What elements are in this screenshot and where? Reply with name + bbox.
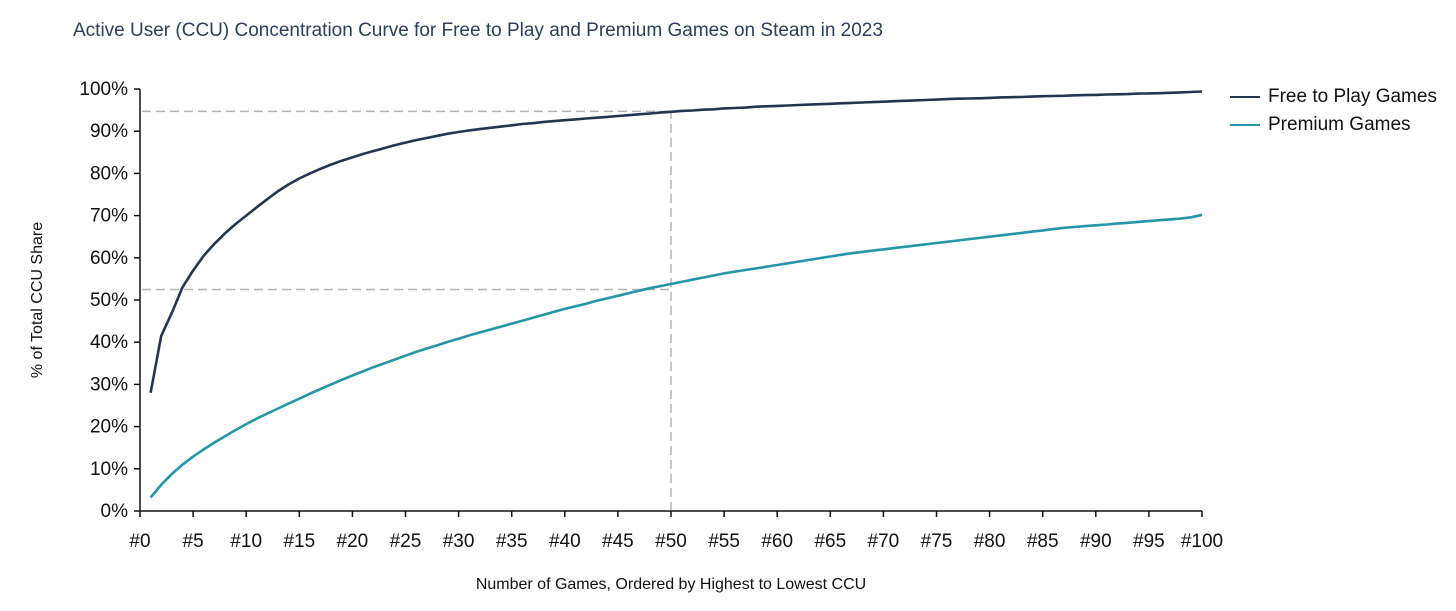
- y-tick-label: 100%: [79, 79, 128, 100]
- x-tick-label: #35: [496, 531, 528, 552]
- y-axis-title: % of Total CCU Share: [29, 222, 46, 378]
- legend-item-premium: Premium Games: [1230, 111, 1437, 139]
- x-tick-label: #30: [443, 531, 475, 552]
- y-tick-label: 50%: [90, 290, 128, 311]
- x-tick-label: #75: [921, 531, 953, 552]
- x-tick-label: #50: [655, 531, 687, 552]
- x-tick-label: #25: [390, 531, 422, 552]
- y-tick-label: 20%: [90, 417, 128, 438]
- y-tick-label: 10%: [90, 459, 128, 480]
- y-tick-label: 60%: [90, 248, 128, 269]
- legend-swatch-free-to-play: [1230, 95, 1260, 99]
- x-tick-label: #60: [761, 531, 793, 552]
- series-line-premium-games: [149, 213, 1203, 499]
- y-tick-label: 70%: [90, 206, 128, 227]
- legend: Free to Play Games Premium Games: [1230, 83, 1437, 139]
- series-line-free-to-play-games: [149, 90, 1203, 394]
- y-tick-label: 0%: [101, 501, 129, 522]
- x-tick-label: #90: [1080, 531, 1112, 552]
- x-tick-label: #65: [814, 531, 846, 552]
- y-tick-label: 40%: [90, 332, 128, 353]
- x-axis-title: Number of Games, Ordered by Highest to L…: [476, 576, 866, 593]
- legend-label: Premium Games: [1268, 114, 1411, 135]
- y-tick-label: 90%: [90, 121, 128, 142]
- x-tick-label: #15: [283, 531, 315, 552]
- x-tick-label: #45: [602, 531, 634, 552]
- x-tick-label: #85: [1027, 531, 1059, 552]
- x-tick-label: #80: [974, 531, 1006, 552]
- x-tick-label: #5: [183, 531, 204, 552]
- axes: 0% 10% 20% 30% 40% 50% 60% 70% 80% 90% 100% #0 #5 #10…: [79, 79, 1223, 552]
- legend-item-free-to-play: Free to Play Games: [1230, 83, 1437, 111]
- series-lines: [149, 90, 1203, 499]
- x-tick-label: #95: [1133, 531, 1165, 552]
- x-tick-label: #100: [1181, 531, 1223, 552]
- y-tick-label: 30%: [90, 374, 128, 395]
- x-tick-label: #0: [129, 531, 150, 552]
- x-tick-label: #10: [230, 531, 262, 552]
- x-tick-label: #20: [337, 531, 369, 552]
- chart-title: Active User (CCU) Concentration Curve fo…: [73, 20, 883, 41]
- x-tick-label: #40: [549, 531, 581, 552]
- legend-label: Free to Play Games: [1268, 86, 1437, 107]
- reference-lines: [142, 110, 672, 511]
- y-tick-label: 80%: [90, 163, 128, 184]
- x-tick-label: #55: [708, 531, 740, 552]
- legend-swatch-premium: [1230, 123, 1260, 127]
- x-tick-label: #70: [868, 531, 900, 552]
